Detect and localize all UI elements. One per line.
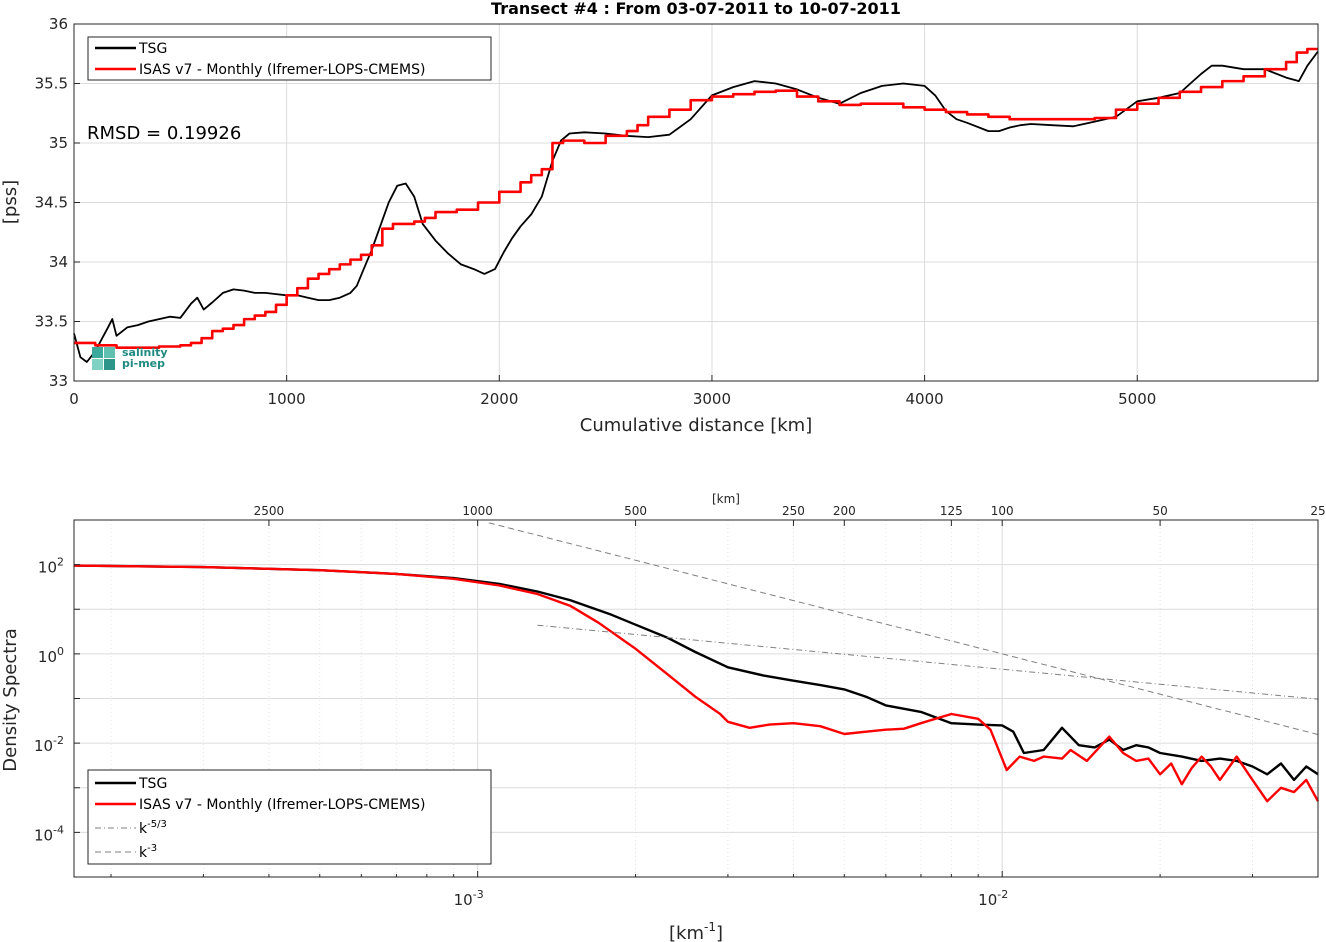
top-y-axis-label: [pss]	[0, 180, 21, 224]
top-x-tick-label: 5000	[1118, 390, 1156, 408]
bottom-y-tick-label: 102	[38, 556, 64, 577]
top-axis-tick-label: 250	[782, 504, 805, 518]
top-axis-unit-label: [km]	[712, 492, 740, 506]
top-axis-tick-label: 2500	[254, 504, 285, 518]
top-y-tick-label: 35	[49, 134, 68, 152]
top-axis-tick-label: 500	[624, 504, 647, 518]
bottom-x-axis-label: [km-1]	[669, 920, 723, 942]
top-axis-tick-label: 100	[991, 504, 1014, 518]
top-axis-tick-label: 1000	[462, 504, 493, 518]
top-y-tick-label: 33.5	[35, 313, 68, 331]
top-x-axis-label: Cumulative distance [km]	[580, 415, 812, 436]
isas-spectrum-line	[73, 564, 1320, 803]
top-y-tick-label: 34.5	[35, 194, 68, 212]
top-axis-tick-label: 125	[940, 504, 963, 518]
top-y-tick-label: 34	[49, 253, 68, 271]
bottom-legend: TSG ISAS v7 - Monthly (Ifremer-LOPS-CMEM…	[87, 769, 492, 865]
legend-label-tsg: TSG	[138, 41, 167, 57]
density-spectra-chart: 10-3 10-2 10-4 10-2 100 102 2500 1000 500 250 20…	[0, 492, 1326, 942]
top-y-tick-label: 36	[49, 15, 68, 33]
bottom-series	[73, 522, 1320, 803]
legend-label-k3: k-3	[139, 843, 157, 861]
chart-title: Transect #4 : From 03-07-2011 to 10-07-2…	[491, 0, 901, 18]
bottom-legend-box	[87, 769, 492, 865]
top-legend: TSG ISAS v7 - Monthly (Ifremer-LOPS-CMEM…	[87, 36, 492, 81]
top-legend-box	[87, 36, 492, 81]
bottom-y-axis-label: Density Spectra	[0, 628, 21, 771]
bottom-y-ticks: 10-4 10-2 100 102	[34, 519, 80, 878]
tsg-spectrum-line	[73, 564, 1319, 782]
k-minus-3-reference-line	[488, 522, 1319, 735]
salinity-transect-chart: 0 1000 2000 3000 4000 5000 33 33.5 34 34.5 35 35.5…	[0, 0, 1319, 436]
k-minus-5-3-reference-line	[537, 624, 1319, 700]
legend-label-isas-spectra: ISAS v7 - Monthly (Ifremer-LOPS-CMEMS)	[139, 797, 425, 813]
bottom-y-tick-label: 100	[38, 645, 64, 666]
legend-label-isas: ISAS v7 - Monthly (Ifremer-LOPS-CMEMS)	[139, 62, 425, 78]
rmsd-annotation: RMSD = 0.19926	[87, 123, 241, 144]
bottom-y-tick-label: 10-2	[34, 734, 64, 755]
top-axis-tick-label: 50	[1152, 504, 1167, 518]
top-y-ticks: 33 33.5 34 34.5 35 35.5 36	[35, 15, 80, 390]
top-y-tick-label: 33	[49, 372, 68, 390]
logo-text-pi-mep: pi-mep	[122, 357, 165, 370]
logo-text-salinity: salinity	[122, 346, 168, 359]
top-x-tick-label: 0	[69, 390, 79, 408]
top-x-tick-label: 1000	[268, 390, 306, 408]
bottom-x-tick-label: 10-3	[454, 888, 484, 909]
bottom-x-ticks: 10-3 10-2	[110, 871, 1319, 909]
bottom-y-tick-label: 10-4	[34, 823, 64, 844]
isas-salinity-line	[74, 47, 1318, 349]
top-series	[73, 47, 1319, 363]
salinity-pi-mep-logo: salinity pi-mep	[92, 346, 168, 370]
legend-label-k53: k-5/3	[139, 819, 167, 837]
top-x-ticks: 0 1000 2000 3000 4000 5000	[69, 375, 1156, 408]
bottom-x-tick-label: 10-2	[978, 888, 1008, 909]
top-x-tick-label: 2000	[480, 390, 518, 408]
legend-label-tsg-spectra: TSG	[138, 776, 167, 792]
top-x-tick-label: 4000	[906, 390, 944, 408]
top-axis-tick-label: 200	[833, 504, 856, 518]
top-axis-tick-label: 25	[1310, 504, 1325, 518]
top-y-tick-label: 35.5	[35, 75, 68, 93]
tsg-salinity-line	[73, 50, 1319, 363]
top-x-tick-label: 3000	[693, 390, 731, 408]
bottom-top-ticks: 2500 1000 500 250 200 125 100 50 25	[254, 504, 1326, 526]
